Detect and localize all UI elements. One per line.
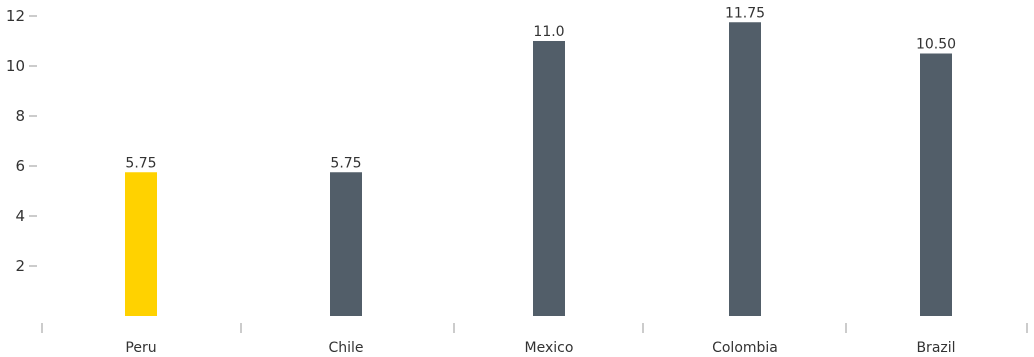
y-axis: 2 4 6 8 10 12 xyxy=(6,7,37,275)
y-tick-label-8: 8 xyxy=(15,107,25,125)
bar-peru xyxy=(125,172,157,316)
data-label-colombia: 11.75 xyxy=(725,5,765,21)
x-axis: Peru Chile Mexico Colombia Brazil xyxy=(125,340,955,356)
bar-brazil xyxy=(920,53,952,316)
data-labels: 5.75 5.75 11.0 11.75 10.50 xyxy=(125,5,956,171)
y-tick-label-2: 2 xyxy=(15,257,25,275)
category-label-peru: Peru xyxy=(125,340,156,356)
data-label-chile: 5.75 xyxy=(330,155,361,171)
category-label-colombia: Colombia xyxy=(712,340,778,356)
data-label-peru: 5.75 xyxy=(125,155,156,171)
category-label-chile: Chile xyxy=(328,340,363,356)
y-tick-label-4: 4 xyxy=(15,207,25,225)
y-tick-label-6: 6 xyxy=(15,157,25,175)
data-label-brazil: 10.50 xyxy=(916,37,956,53)
bars xyxy=(125,22,952,316)
data-label-mexico: 11.0 xyxy=(533,24,564,40)
bar-mexico xyxy=(533,41,565,316)
category-label-brazil: Brazil xyxy=(916,340,955,356)
category-separators xyxy=(41,323,1028,333)
y-tick-label-12: 12 xyxy=(6,7,25,25)
y-tick-label-10: 10 xyxy=(6,57,25,75)
category-label-mexico: Mexico xyxy=(525,340,574,356)
bar-chile xyxy=(330,172,362,316)
bar-colombia xyxy=(729,22,761,316)
